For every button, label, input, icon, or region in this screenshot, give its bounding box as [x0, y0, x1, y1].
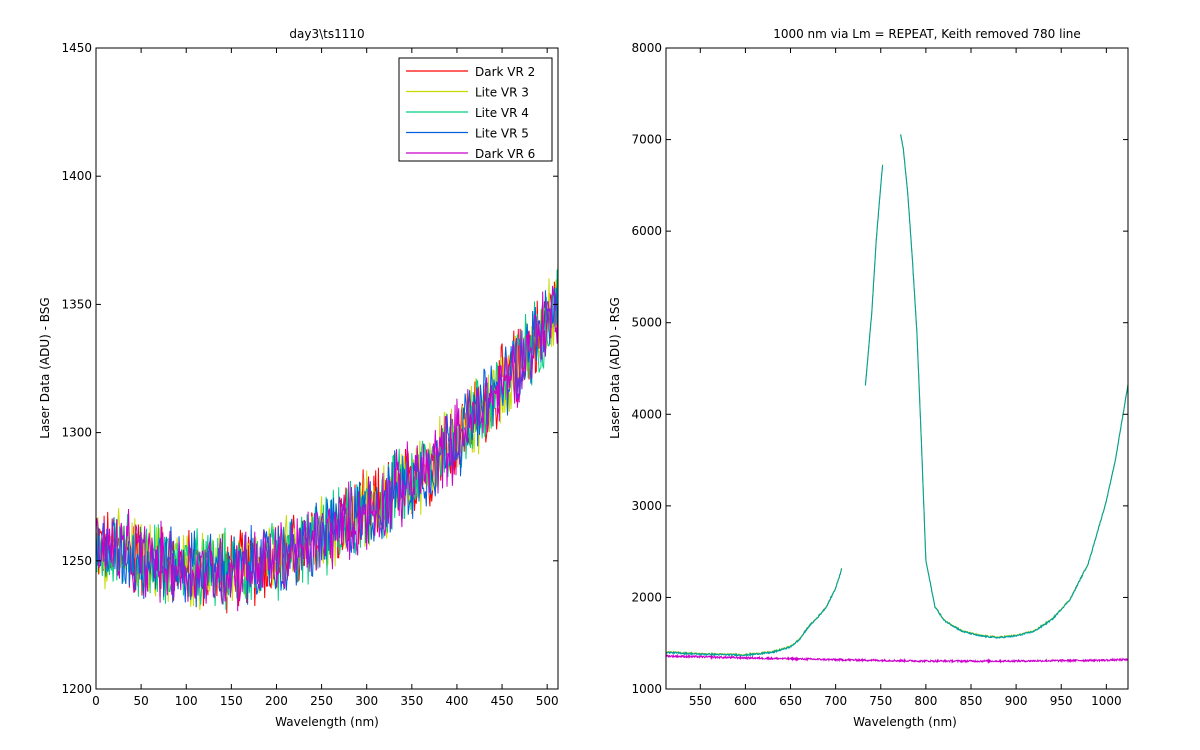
- series-line-yellow-2: [900, 133, 1129, 639]
- y-tick-label: 1250: [61, 554, 92, 568]
- y-tick-label: 1450: [61, 41, 92, 55]
- legend-items: Dark VR 2 Lite VR 3 Lite VR 4 Lite VR 5 Dark…: [406, 65, 535, 161]
- legend-label: Lite VR 5: [475, 127, 529, 141]
- legend-label: Dark VR 6: [475, 147, 535, 161]
- x-tick-label: 350: [400, 694, 423, 708]
- right-title: 1000 nm via Lm = REPEAT, Keith removed 7…: [773, 27, 1081, 41]
- x-tick-label: 950: [1050, 694, 1073, 708]
- series-line-2: [900, 134, 1129, 639]
- legend-label: Lite VR 4: [475, 106, 529, 120]
- y-tick-label: 1350: [61, 297, 92, 311]
- x-tick-label: 500: [536, 694, 559, 708]
- x-tick-label: 250: [310, 694, 333, 708]
- right-xlabel: Wavelength (nm): [853, 715, 957, 729]
- right-axes-box: [665, 47, 1129, 690]
- y-tick-label: 3000: [631, 499, 662, 513]
- y-tick-label: 4000: [631, 407, 662, 421]
- series-line-yellow-0: [665, 567, 843, 657]
- right-ylabel: Laser Data (ADU) - RSG: [608, 297, 622, 439]
- x-tick-label: 800: [914, 694, 937, 708]
- series-line-0: [665, 568, 843, 658]
- series-line-1: [864, 165, 884, 386]
- right-axes-ticks: 550 600 650 700 750 800 850 900 950 1000 1000 2000 3…: [631, 41, 1128, 708]
- x-tick-label: 50: [133, 694, 148, 708]
- x-tick-label: 300: [355, 694, 378, 708]
- left-legend: Dark VR 2 Lite VR 3 Lite VR 4 Lite VR 5 Dark…: [398, 57, 553, 162]
- x-tick-label: 650: [779, 694, 802, 708]
- x-tick-label: 1000: [1091, 694, 1122, 708]
- x-tick-label: 600: [734, 694, 757, 708]
- y-tick-label: 1300: [61, 426, 92, 440]
- right-series-group: [665, 133, 1129, 665]
- legend-label: Dark VR 2: [475, 65, 535, 79]
- x-tick-label: 0: [92, 694, 100, 708]
- x-tick-label: 150: [220, 694, 243, 708]
- left-axes-box: [95, 47, 559, 690]
- x-tick-label: 200: [265, 694, 288, 708]
- legend-label: Lite VR 3: [475, 86, 529, 100]
- series-line-dark-vr-6: [95, 285, 559, 612]
- x-tick-label: 100: [175, 694, 198, 708]
- legend-box: [398, 57, 553, 162]
- y-tick-label: 5000: [631, 316, 662, 330]
- x-tick-label: 850: [960, 694, 983, 708]
- left-axes-ticks: 0 50 100 150 200 250 300 350 400 450 500 1200 1250 13…: [61, 41, 558, 708]
- y-tick-label: 6000: [631, 224, 662, 238]
- x-tick-label: 450: [491, 694, 514, 708]
- x-tick-label: 550: [689, 694, 712, 708]
- x-tick-label: 900: [1005, 694, 1028, 708]
- series-line-3: [665, 653, 1129, 665]
- y-tick-label: 7000: [631, 133, 662, 147]
- right-panel: 1000 nm via Lm = REPEAT, Keith removed 7…: [608, 27, 1129, 729]
- left-series-group: [95, 263, 559, 614]
- y-tick-label: 1000: [631, 682, 662, 696]
- x-tick-label: 700: [824, 694, 847, 708]
- x-tick-label: 750: [869, 694, 892, 708]
- y-tick-label: 1200: [61, 682, 92, 696]
- left-panel: day3\ts1110 0 50 100 150 200 250 300 350 400 450 5…: [38, 27, 559, 729]
- left-ylabel: Laser Data (ADU) - BSG: [38, 297, 52, 438]
- y-tick-label: 8000: [631, 41, 662, 55]
- y-tick-label: 1400: [61, 169, 92, 183]
- x-tick-label: 400: [445, 694, 468, 708]
- left-title: day3\ts1110: [289, 27, 364, 41]
- left-xlabel: Wavelength (nm): [275, 715, 379, 729]
- y-tick-label: 2000: [631, 590, 662, 604]
